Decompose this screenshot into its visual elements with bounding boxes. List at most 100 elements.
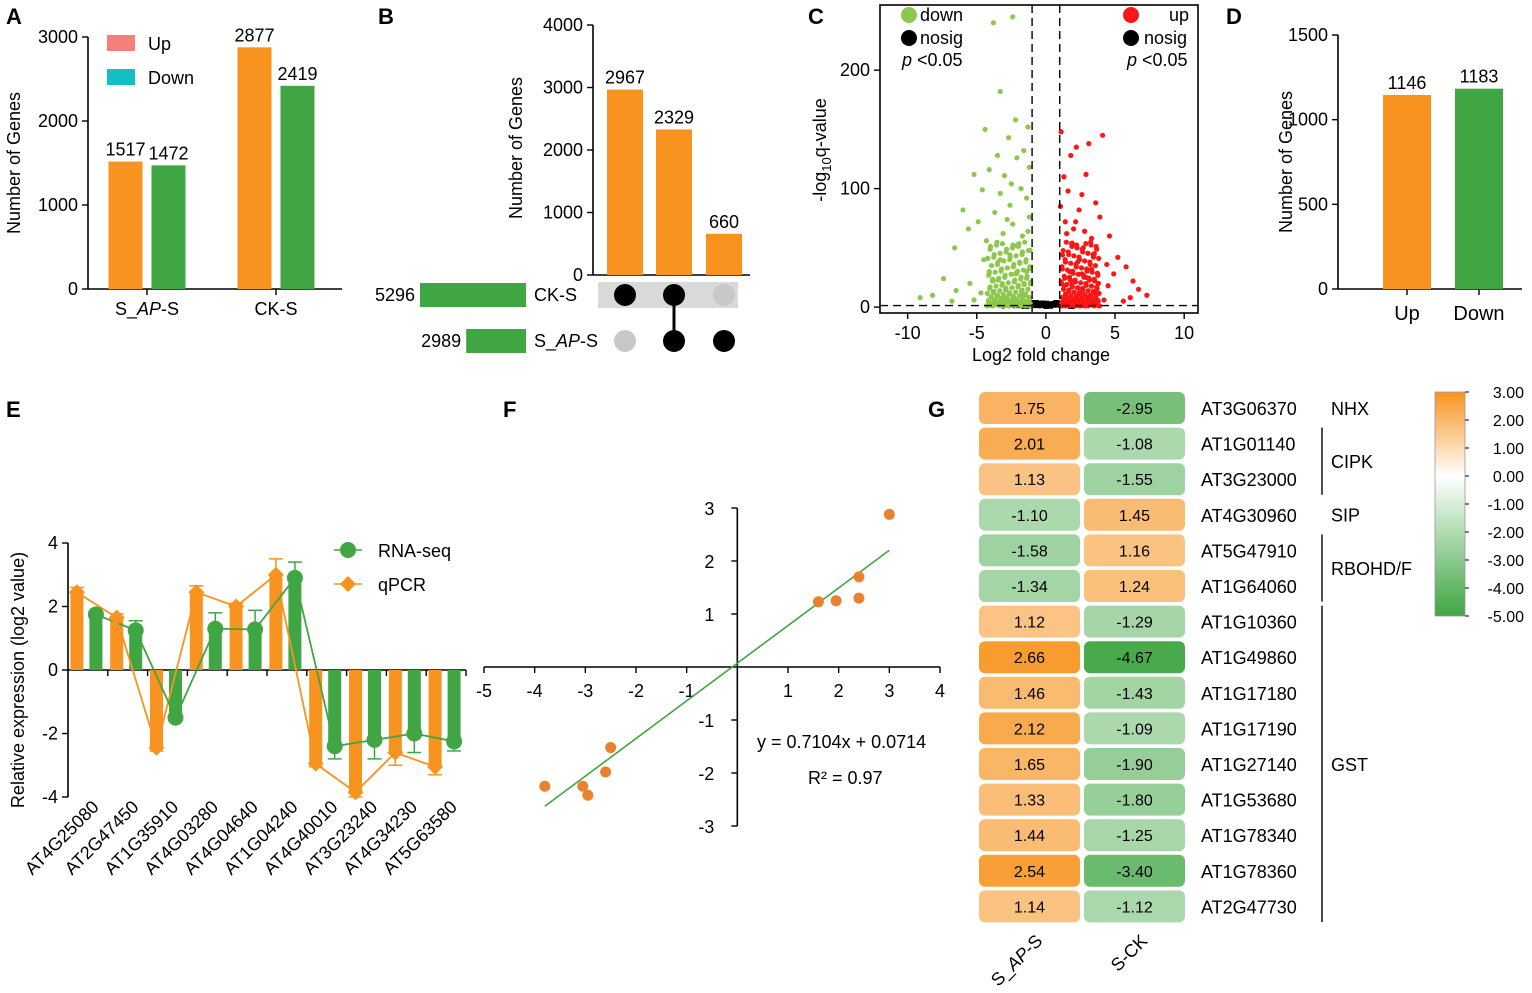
up-point — [1083, 281, 1089, 287]
down-point — [1019, 233, 1026, 239]
heatmap-cell — [1084, 854, 1185, 887]
up-point — [1076, 254, 1082, 260]
down-point — [992, 269, 998, 275]
down-point — [949, 298, 955, 304]
heatmap-cell — [979, 783, 1080, 816]
heatmap-cell — [979, 570, 1080, 602]
up-point — [1095, 280, 1102, 286]
down-point — [1004, 216, 1010, 223]
up-point — [1097, 214, 1103, 220]
heatmap-cell — [1084, 392, 1185, 424]
bar-up — [1383, 94, 1431, 289]
gene-label: AT4G30960 — [1201, 506, 1297, 526]
colorbar-tick-label: -3.00 — [1488, 553, 1525, 570]
gene-label: AT1G78340 — [1201, 826, 1297, 846]
gene-label: AT5G47910 — [1201, 541, 1297, 561]
up-point — [1088, 266, 1095, 272]
colorbar — [1434, 391, 1466, 617]
heatmap-cell — [1084, 463, 1185, 496]
bar-rnaseq — [129, 630, 143, 670]
marker-rnaseq — [406, 725, 423, 742]
up-point — [1063, 239, 1069, 245]
up-point — [1061, 283, 1067, 289]
intersection-bar — [607, 89, 643, 275]
data-label: 660 — [709, 212, 739, 232]
marker-qpcr — [108, 609, 125, 626]
down-point — [1001, 293, 1008, 300]
panel-label-g: G — [928, 397, 945, 422]
x-axis-title: Log2 fold change — [972, 345, 1110, 365]
marker-qpcr — [148, 739, 165, 756]
column-label: S-CK — [1107, 931, 1152, 976]
up-point — [1092, 262, 1099, 269]
up-point — [1064, 231, 1070, 237]
down-point — [1025, 124, 1031, 130]
heatmap-cell — [979, 605, 1080, 638]
matrix-dot — [663, 284, 685, 306]
up-point — [1079, 271, 1085, 277]
down-point — [987, 284, 993, 290]
x-tick-label: -10 — [895, 323, 921, 343]
down-point — [997, 250, 1003, 256]
legend-marker-rnaseq — [340, 542, 356, 558]
y-tick-label: 1000 — [1288, 110, 1328, 130]
down-point — [952, 245, 958, 251]
down-point — [992, 209, 998, 215]
x-tick-label: 1 — [783, 681, 793, 701]
legend-label-up: Up — [148, 34, 171, 54]
heatmap-cell — [979, 427, 1080, 460]
down-point — [1007, 290, 1013, 296]
heatmap-cell — [979, 534, 1080, 567]
bar-qpcr — [428, 670, 442, 767]
up-point — [1058, 129, 1064, 135]
up-point — [1059, 252, 1066, 258]
y-tick-label: -2 — [698, 764, 714, 784]
down-point — [960, 207, 966, 213]
up-point — [1104, 261, 1110, 268]
gene-label: AT1G01140 — [1201, 435, 1295, 455]
down-point — [1024, 273, 1030, 279]
heatmap-cell — [979, 819, 1080, 852]
up-point — [1096, 255, 1102, 261]
down-point — [1021, 280, 1027, 286]
bar-rnaseq — [407, 670, 421, 734]
up-point — [1083, 241, 1089, 247]
up-point — [1077, 290, 1084, 296]
heatmap-cell — [1084, 783, 1185, 816]
heatmap-cell-label: 1.33 — [1014, 793, 1045, 810]
up-point — [1070, 226, 1077, 232]
y-tick-label: 2000 — [543, 140, 583, 160]
down-point — [971, 171, 977, 177]
heatmap-cell — [1084, 570, 1185, 602]
up-point — [1123, 264, 1129, 270]
y-tick-label: -2 — [42, 724, 58, 744]
heatmap-cell-label: -1.10 — [1011, 508, 1048, 525]
up-point — [1095, 297, 1101, 303]
marker-rnaseq — [247, 621, 264, 638]
bar-qpcr — [70, 592, 84, 670]
heatmap-cell-label: -2.95 — [1116, 401, 1153, 418]
heatmap-cell-label: -4.67 — [1116, 650, 1153, 667]
r-squared-label: R² = 0.97 — [808, 768, 883, 788]
y-tick-label: 200 — [840, 60, 870, 80]
up-point — [1086, 295, 1092, 301]
heatmap-cell-label: -1.43 — [1116, 686, 1153, 703]
scatter-point — [539, 780, 551, 792]
down-point — [981, 257, 987, 263]
x-tick-label: -3 — [577, 681, 593, 701]
y-tick-label: 1000 — [543, 203, 583, 223]
bar-qpcr — [309, 670, 323, 764]
x-tick-label: -2 — [628, 681, 644, 701]
down-point — [1014, 242, 1020, 249]
legend-label-down: Down — [148, 68, 194, 88]
legend-label-rnaseq: RNA-seq — [378, 541, 451, 561]
down-point — [1023, 257, 1029, 263]
up-point — [1069, 282, 1075, 288]
down-point — [917, 295, 923, 301]
y-tick-label: 1 — [704, 605, 714, 625]
up-point — [1086, 141, 1092, 147]
down-point — [997, 190, 1003, 196]
y-axis-title: Number of Genes — [506, 77, 526, 219]
